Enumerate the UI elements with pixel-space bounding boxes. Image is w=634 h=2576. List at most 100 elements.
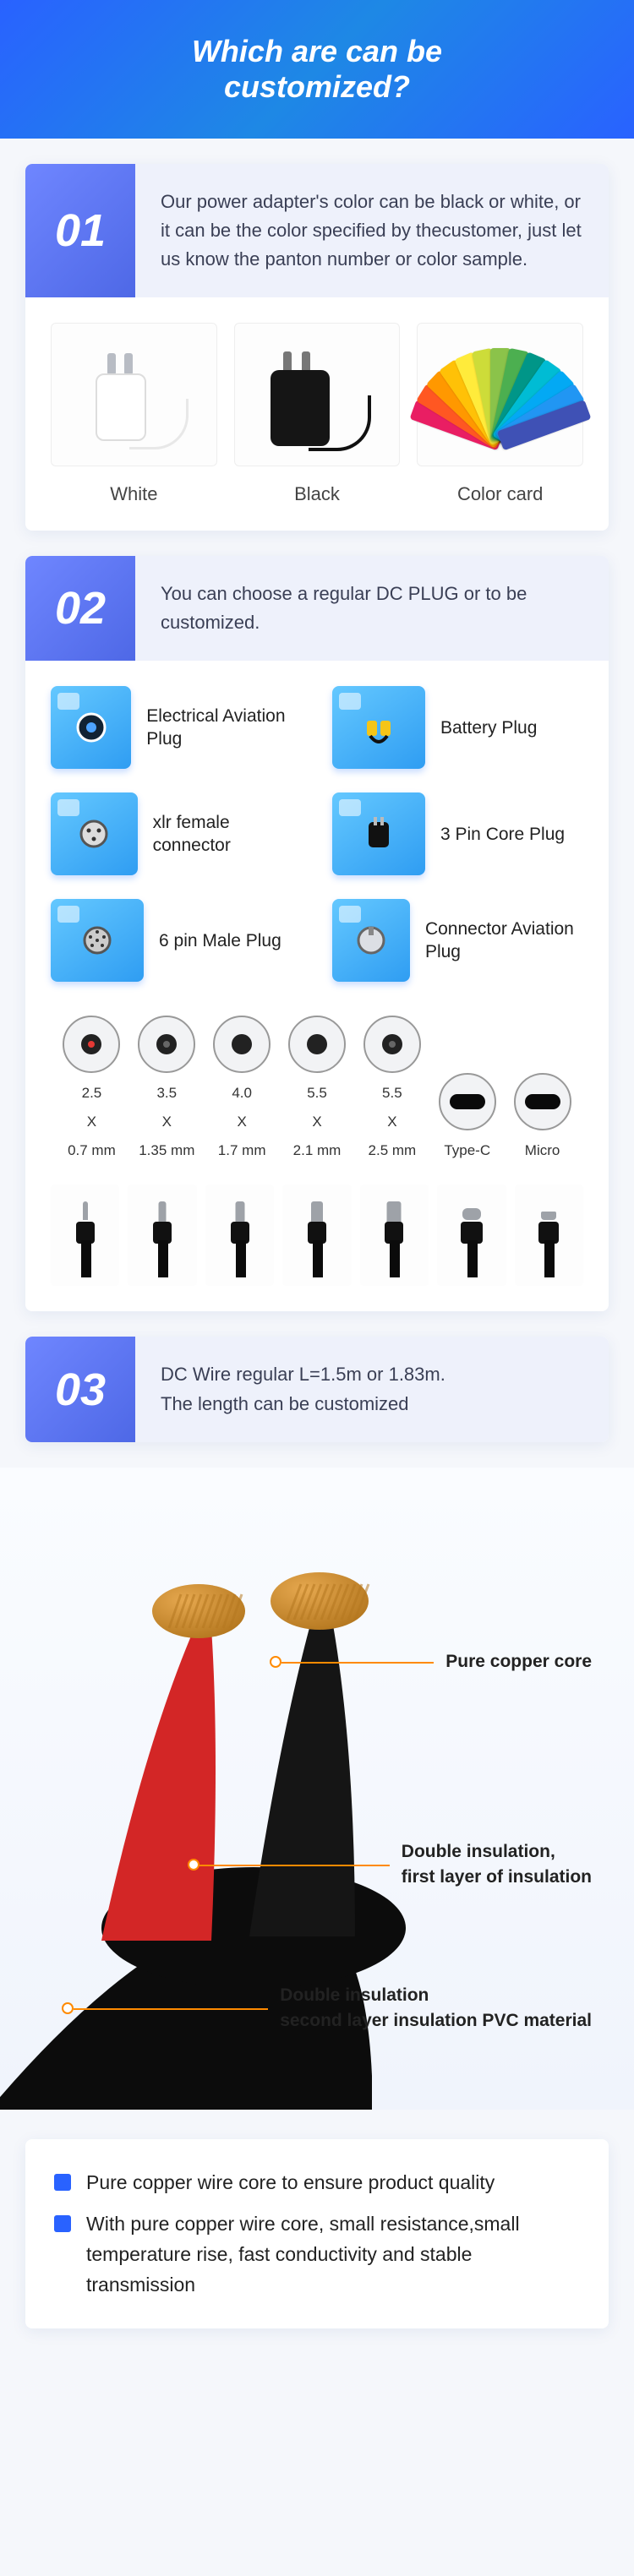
callout-lead: [281, 1662, 434, 1664]
plug-option: Connector Aviation Plug: [332, 899, 583, 982]
plug-grid: Electrical Aviation Plug Battery Plug xl…: [51, 686, 583, 982]
bullet-text: Pure copper wire core to ensure product …: [86, 2168, 495, 2198]
bullet-icon: [54, 2174, 71, 2191]
connector-image: [205, 1185, 274, 1286]
plug-icon: [70, 810, 118, 858]
plug-label: xlr female connector: [153, 811, 302, 858]
plug-tile: [51, 792, 138, 875]
callout-text1: Double insulation,: [402, 1839, 592, 1865]
black-label: Black: [294, 483, 340, 505]
connector-image: [128, 1185, 196, 1286]
color-option-white: White: [51, 323, 217, 505]
dc-x: X: [162, 1114, 172, 1130]
cable-callout: Pure copper core: [445, 1649, 592, 1675]
dc-spec: Type-C: [429, 1073, 505, 1159]
plug-label: Battery Plug: [440, 716, 537, 739]
callout-text1: Double insulation: [280, 1983, 592, 2008]
section-02-header: 02 You can choose a regular DC PLUG or t…: [25, 556, 609, 661]
dc-dim1: Type-C: [444, 1142, 490, 1159]
dc-dim1: 4.0: [232, 1085, 252, 1102]
dc-icon: [63, 1016, 120, 1073]
callout-text2: second layer insulation PVC material: [280, 2008, 592, 2034]
dc-icon: [288, 1016, 346, 1073]
dc-dim1: Micro: [525, 1142, 560, 1159]
section-02-body: Electrical Aviation Plug Battery Plug xl…: [25, 661, 609, 1311]
plug-tile: [332, 792, 425, 875]
title-line2: customized?: [17, 69, 617, 105]
dc-spec: Micro: [505, 1073, 580, 1159]
dc-dim1: 2.5: [82, 1085, 102, 1102]
section-02-number: 02: [25, 556, 135, 661]
dc-spec: 5.5 X 2.5 mm: [354, 1016, 429, 1159]
dc-dim2: 2.1 mm: [293, 1142, 342, 1159]
callout-lead: [74, 2008, 268, 2010]
section-03-number: 03: [25, 1337, 135, 1441]
plug-label: 6 pin Male Plug: [159, 929, 281, 952]
white-label: White: [110, 483, 157, 505]
plug-tile: [51, 899, 144, 982]
dc-icon: [363, 1016, 421, 1073]
black-adapter-image: [234, 323, 401, 466]
section-03: 03 DC Wire regular L=1.5m or 1.83m. The …: [25, 1337, 609, 1441]
plug-label: Electrical Aviation Plug: [146, 705, 302, 751]
white-adapter-image: [51, 323, 217, 466]
callout-text2: first layer of insulation: [402, 1865, 592, 1890]
connector-image-row: [51, 1185, 583, 1286]
dc-dim1: 5.5: [382, 1085, 402, 1102]
callout-dot: [270, 1656, 281, 1668]
bullet-icon: [54, 2215, 71, 2232]
plug-icon: [347, 917, 395, 964]
dc-spec-row: 2.5 X 0.7 mm 3.5 X 1.35 mm 4.0 X 1.7 mm …: [51, 1016, 583, 1159]
plug-label: Connector Aviation Plug: [425, 918, 583, 964]
plug-option: Battery Plug: [332, 686, 583, 769]
plug-icon: [68, 704, 115, 751]
bullet-text: With pure copper wire core, small resist…: [86, 2209, 580, 2300]
dc-x: X: [87, 1114, 96, 1130]
dc-dim2: 2.5 mm: [369, 1142, 417, 1159]
dc-dim1: 5.5: [307, 1085, 327, 1102]
dc-icon: [439, 1073, 496, 1130]
connector-image: [282, 1185, 351, 1286]
callout-dot: [62, 2002, 74, 2014]
plug-option: 6 pin Male Plug: [51, 899, 302, 982]
dc-dim2: 0.7 mm: [68, 1142, 116, 1159]
cable-callout: Double insulation, first layer of insula…: [402, 1839, 592, 1891]
plug-icon: [355, 810, 402, 858]
dc-dim1: 3.5: [156, 1085, 177, 1102]
dc-x: X: [387, 1114, 396, 1130]
dc-dim2: 1.7 mm: [218, 1142, 266, 1159]
plug-option: xlr female connector: [51, 792, 302, 875]
section-02-desc: You can choose a regular DC PLUG or to b…: [135, 556, 609, 661]
callout-lead: [199, 1865, 390, 1866]
plug-tile: [332, 686, 425, 769]
dc-icon: [213, 1016, 271, 1073]
callout-dot: [188, 1859, 199, 1871]
dc-x: X: [237, 1114, 246, 1130]
plug-label: 3 Pin Core Plug: [440, 823, 565, 846]
page-title: Which are can be customized?: [0, 0, 634, 139]
bullet-item: Pure copper wire core to ensure product …: [54, 2168, 580, 2198]
dc-spec: 5.5 X 2.1 mm: [280, 1016, 355, 1159]
plug-icon: [74, 917, 121, 964]
dc-icon: [138, 1016, 195, 1073]
dc-icon: [514, 1073, 571, 1130]
section-02: 02 You can choose a regular DC PLUG or t…: [25, 556, 609, 1311]
color-option-card: Color card: [417, 323, 583, 505]
dc-spec: 2.5 X 0.7 mm: [54, 1016, 129, 1159]
section-01-number: 01: [25, 164, 135, 297]
callout-text1: Pure copper core: [445, 1649, 592, 1675]
dc-dim2: 1.35 mm: [139, 1142, 194, 1159]
connector-image: [51, 1185, 119, 1286]
plug-tile: [332, 899, 410, 982]
plug-icon: [355, 704, 402, 751]
cable-diagram: Pure copper core Double insulation, firs…: [0, 1468, 634, 2110]
color-option-black: Black: [234, 323, 401, 505]
connector-image: [360, 1185, 429, 1286]
title-line1: Which are can be: [17, 34, 617, 69]
dc-x: X: [312, 1114, 321, 1130]
section-03-desc: DC Wire regular L=1.5m or 1.83m. The len…: [135, 1337, 609, 1441]
section-03-header: 03 DC Wire regular L=1.5m or 1.83m. The …: [25, 1337, 609, 1441]
cable-callout: Double insulation second layer insulatio…: [280, 1983, 592, 2034]
color-card-label: Color card: [457, 483, 543, 505]
connector-image: [515, 1185, 583, 1286]
